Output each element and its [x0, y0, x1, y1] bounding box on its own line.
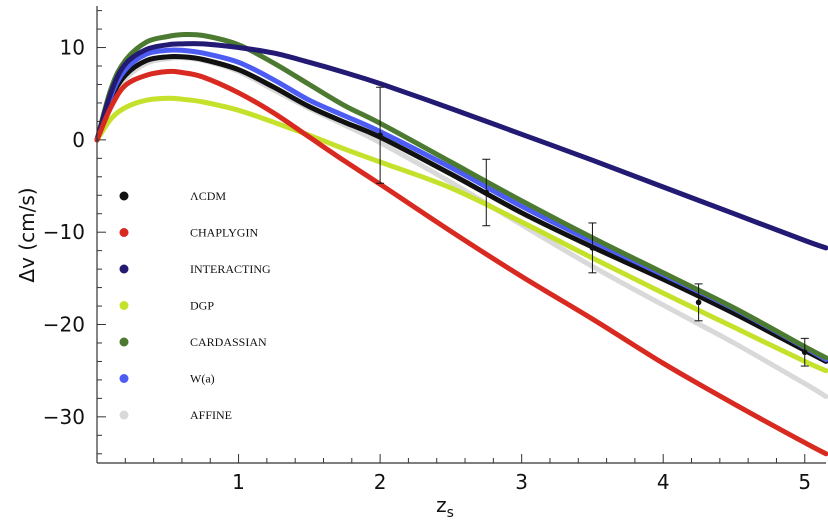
x-tick-label: 2 [374, 470, 387, 494]
legend-marker-chaplygin [119, 228, 129, 237]
series-layer [94, 31, 828, 457]
legend-label-affine: AFFINE [190, 408, 232, 422]
series-line-lcdm [94, 53, 828, 364]
plot-frame [96, 6, 826, 464]
series-line-interacting [94, 41, 828, 251]
legend-marker-interacting [119, 264, 129, 274]
series-line-dgp [94, 95, 828, 374]
data-point [695, 299, 702, 306]
x-axis-label: zs [436, 493, 454, 520]
data-point [589, 245, 596, 251]
y-axis-label: Δv (cm/s) [15, 187, 39, 282]
x-tick-label: 5 [798, 470, 811, 494]
series-line-cardassian [94, 31, 828, 361]
legend-marker-w-a [119, 374, 129, 383]
legend: ΛCDM CHAPLYGIN INTERACTING DGP CARDASSIAN W(a… [119, 189, 271, 422]
x-tick-label: 3 [515, 470, 528, 494]
legend-marker-cardassian [119, 337, 129, 347]
x-tick-label: 4 [657, 470, 670, 494]
error-bars [376, 86, 809, 367]
x-axis-label-subscript: s [447, 505, 454, 520]
y-tick-label: −20 [43, 313, 85, 337]
legend-marker-lcdm [119, 191, 129, 201]
legend-label-cardassian: CARDASSIAN [190, 335, 267, 349]
legend-label-w-a: W(a) [190, 372, 215, 386]
legend-label-lcdm: ΛCDM [190, 189, 226, 203]
series-line-chaplygin [94, 68, 828, 457]
y-tick-label: 10 [60, 36, 85, 60]
legend-marker-affine [119, 410, 129, 420]
y-tick-label: 0 [72, 128, 85, 152]
legend-marker-dgp [119, 301, 129, 310]
y-tick-label: −30 [43, 405, 85, 429]
ticks: 1 2 3 4 5 10 0 −10 −20 −30 [43, 10, 811, 494]
data-point [801, 349, 808, 356]
data-point [483, 189, 490, 196]
y-tick-label: −10 [43, 220, 85, 244]
legend-label-interacting: INTERACTING [190, 262, 271, 276]
x-tick-label: 1 [232, 470, 245, 494]
legend-label-dgp: DGP [190, 299, 214, 313]
legend-label-chaplygin: CHAPLYGIN [190, 226, 258, 240]
data-point [377, 132, 383, 139]
